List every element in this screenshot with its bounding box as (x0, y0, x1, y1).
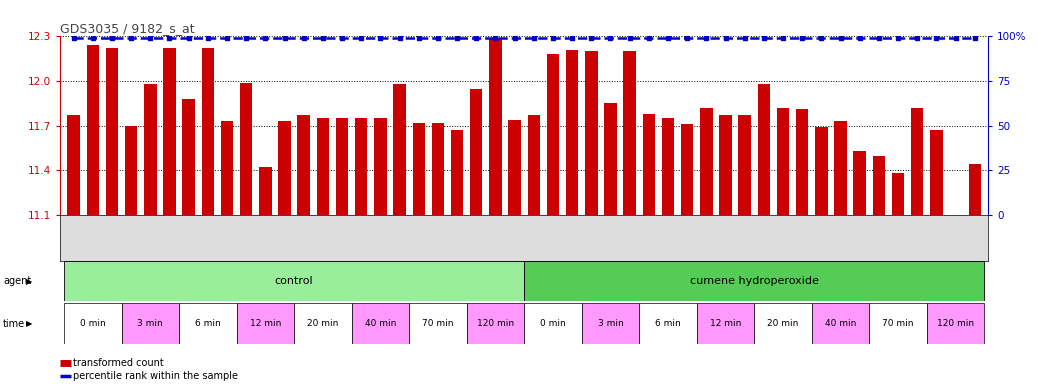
Bar (927, 303, 984, 344)
Text: 6 min: 6 min (655, 319, 681, 328)
Bar (180, 303, 237, 344)
Text: 12 min: 12 min (710, 319, 741, 328)
Bar (835, 121, 847, 215)
Bar (64, 261, 524, 301)
Bar (639, 303, 696, 344)
Bar (524, 261, 984, 301)
Bar (317, 118, 329, 215)
Text: 6 min: 6 min (195, 319, 221, 328)
Bar (700, 108, 712, 215)
Bar (260, 167, 272, 215)
Bar (298, 115, 310, 215)
Text: 40 min: 40 min (364, 319, 397, 328)
Bar (355, 118, 367, 215)
Bar (527, 115, 540, 215)
Bar (467, 303, 524, 344)
Bar (719, 115, 732, 215)
Text: agent: agent (3, 276, 31, 286)
Bar (738, 115, 750, 215)
Bar (566, 50, 578, 215)
Text: control: control (275, 276, 313, 286)
Text: percentile rank within the sample: percentile rank within the sample (73, 371, 238, 381)
Bar (121, 303, 180, 344)
Bar (183, 99, 195, 215)
Bar (968, 164, 981, 215)
Bar (106, 48, 118, 215)
Text: cumene hydroperoxide: cumene hydroperoxide (690, 276, 819, 286)
Bar (869, 303, 927, 344)
Text: 70 min: 70 min (882, 319, 913, 328)
Bar (776, 108, 789, 215)
Bar (278, 121, 291, 215)
Text: 3 min: 3 min (598, 319, 624, 328)
Bar (892, 173, 904, 215)
Text: 20 min: 20 min (307, 319, 338, 328)
Bar (585, 51, 598, 215)
Bar (604, 103, 617, 215)
Text: transformed count: transformed count (73, 358, 163, 368)
Bar (796, 109, 809, 215)
Text: time: time (3, 318, 25, 329)
Bar (237, 303, 294, 344)
Bar (911, 108, 924, 215)
Bar (812, 303, 869, 344)
Bar (470, 89, 483, 215)
Text: 0 min: 0 min (80, 319, 106, 328)
Text: 0 min: 0 min (540, 319, 566, 328)
Bar (509, 120, 521, 215)
Bar (758, 84, 770, 215)
Bar (755, 303, 812, 344)
Bar (696, 303, 755, 344)
Bar (662, 118, 675, 215)
Bar (450, 130, 463, 215)
Bar (352, 303, 409, 344)
Bar (144, 84, 157, 215)
Bar (930, 130, 943, 215)
Bar (489, 38, 501, 215)
Text: 12 min: 12 min (250, 319, 281, 328)
Text: 120 min: 120 min (476, 319, 514, 328)
Text: ▶: ▶ (26, 277, 32, 286)
Text: 40 min: 40 min (825, 319, 856, 328)
Text: 70 min: 70 min (422, 319, 454, 328)
Bar (681, 124, 693, 215)
Bar (374, 118, 386, 215)
Bar (873, 156, 885, 215)
Text: 3 min: 3 min (137, 319, 163, 328)
Bar (432, 123, 444, 215)
Bar (581, 303, 639, 344)
Text: 20 min: 20 min (767, 319, 798, 328)
Bar (163, 48, 175, 215)
Bar (294, 303, 352, 344)
Bar (67, 115, 80, 215)
Bar (64, 303, 121, 344)
Bar (412, 123, 425, 215)
Bar (86, 45, 99, 215)
Bar (409, 303, 467, 344)
Bar (624, 51, 636, 215)
Text: 120 min: 120 min (937, 319, 974, 328)
Bar (336, 118, 349, 215)
Bar (524, 303, 581, 344)
Bar (125, 126, 137, 215)
Bar (221, 121, 234, 215)
Text: ▶: ▶ (26, 319, 32, 328)
Text: GDS3035 / 9182_s_at: GDS3035 / 9182_s_at (60, 22, 195, 35)
Bar (240, 83, 252, 215)
Bar (201, 48, 214, 215)
Bar (853, 151, 866, 215)
Bar (547, 55, 559, 215)
Bar (393, 84, 406, 215)
Bar (815, 127, 827, 215)
Bar (643, 114, 655, 215)
